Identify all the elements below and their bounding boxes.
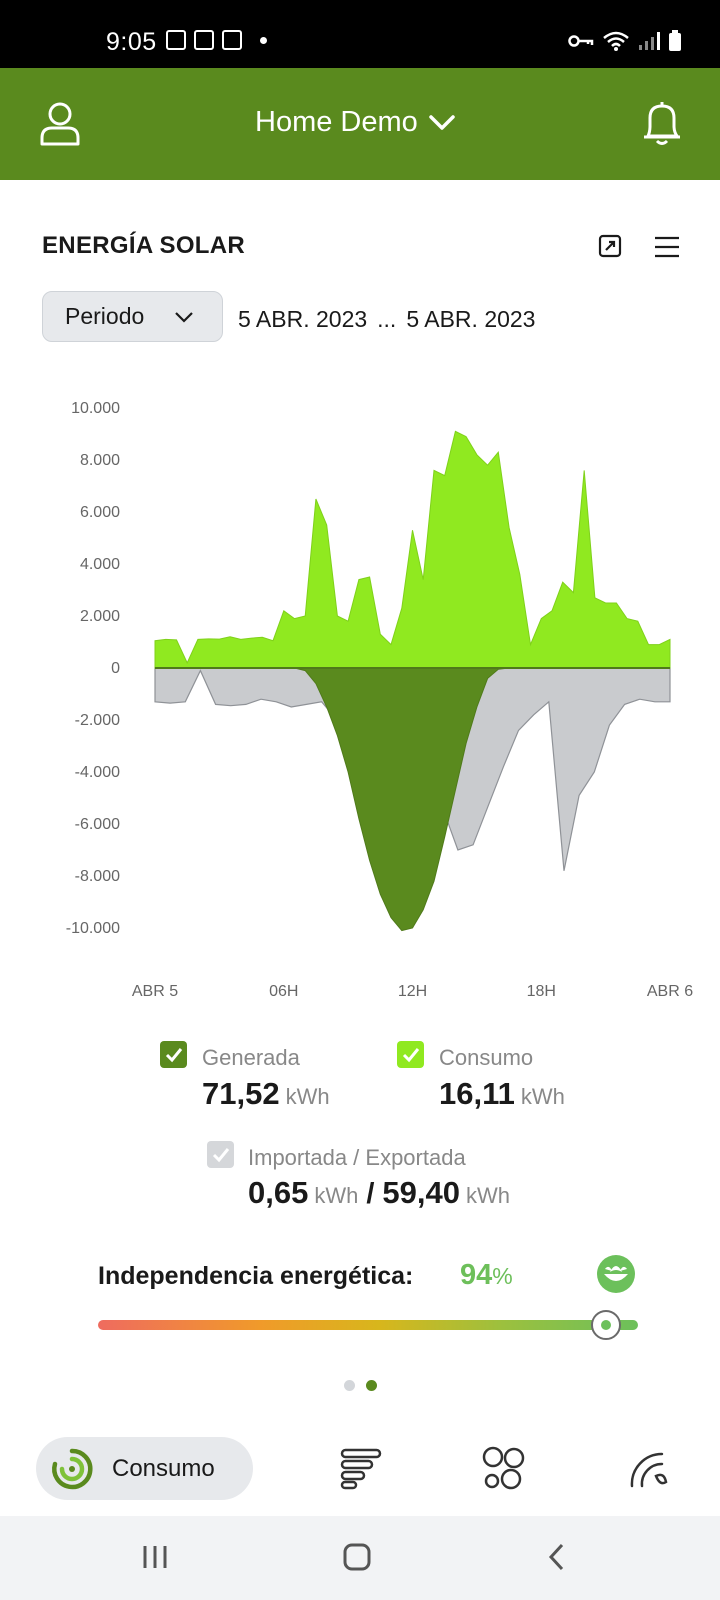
import-export-label: Importada / Exportada	[248, 1145, 466, 1170]
date-range[interactable]: 5 ABR. 2023 ... 5 ABR. 2023	[238, 306, 535, 333]
devices-circles-icon[interactable]	[482, 1446, 526, 1490]
vpn-key-icon	[568, 35, 594, 47]
import-export-separator: /	[366, 1178, 375, 1210]
nav-consumo-label: Consumo	[112, 1454, 215, 1482]
gallery-notification-icon	[166, 30, 186, 50]
series-consumo	[154, 430, 671, 669]
status-time: 9:05	[106, 28, 157, 56]
outlook-notification-icon	[194, 30, 214, 50]
signal-icon	[639, 32, 660, 50]
expand-icon[interactable]	[598, 234, 622, 258]
page-indicator	[344, 1380, 377, 1391]
back-button-icon[interactable]	[545, 1542, 569, 1572]
independence-knob	[590, 1310, 621, 1340]
x-tick-label: 12H	[398, 983, 427, 1000]
chevron-down-icon	[429, 114, 455, 130]
export-unit: kWh	[465, 1183, 510, 1208]
y-tick-label: -2.000	[75, 712, 120, 729]
generada-label: Generada	[202, 1045, 300, 1070]
y-tick-label: -10.000	[66, 920, 120, 937]
menu-icon[interactable]	[654, 236, 680, 258]
app-notification-icon	[222, 30, 242, 50]
y-tick-label: -4.000	[75, 764, 120, 781]
date-to: 5 ABR. 2023	[406, 306, 536, 332]
y-tick-label: 2.000	[80, 608, 120, 625]
x-tick-label: 06H	[269, 983, 298, 1000]
period-select[interactable]: Periodo	[42, 291, 223, 342]
y-tick-label: 6.000	[80, 504, 120, 521]
independence-label: Independencia energética:	[98, 1262, 414, 1290]
home-title: Home Demo	[255, 106, 418, 138]
consumo-checkbox[interactable]	[397, 1041, 424, 1068]
leaf-sun-icon	[597, 1255, 635, 1293]
independence-value: 94	[460, 1259, 493, 1291]
date-separator: ...	[377, 306, 397, 332]
consumo-ring-icon	[52, 1448, 93, 1489]
independence-value-row: 94%	[460, 1259, 513, 1292]
energy-chart: 10.000 8.000 6.000 4.000 2.000 0 -2.000 -4.000 -…	[66, 400, 693, 1000]
y-tick-label: 10.000	[71, 400, 120, 417]
bottom-nav: Consumo	[0, 1420, 720, 1516]
page-dot-1[interactable]	[344, 1380, 355, 1391]
independence-track	[98, 1320, 638, 1330]
import-value: 0,65	[248, 1175, 309, 1210]
import-unit: kWh	[314, 1183, 359, 1208]
app-header: Home Demo	[0, 68, 720, 180]
status-bar: 9:05	[0, 0, 720, 68]
x-tick-label: ABR 6	[647, 983, 693, 1000]
wifi-icon	[603, 31, 629, 51]
gauge-icon[interactable]	[628, 1446, 672, 1490]
page-dot-2[interactable]	[366, 1380, 377, 1391]
home-selector[interactable]: Home Demo	[255, 106, 456, 139]
y-tick-label: 0	[111, 660, 120, 677]
user-profile-icon[interactable]	[38, 100, 82, 146]
card-title: ENERGÍA SOLAR	[42, 232, 246, 259]
date-from: 5 ABR. 2023	[238, 306, 368, 332]
recent-apps-icon[interactable]	[140, 1542, 170, 1572]
consumo-unit: kWh	[520, 1084, 565, 1109]
generada-unit: kWh	[285, 1084, 330, 1109]
import-export-checkbox[interactable]	[207, 1141, 234, 1168]
battery-icon	[669, 30, 681, 51]
system-nav-bar	[0, 1516, 720, 1600]
nav-consumo[interactable]: Consumo	[36, 1437, 253, 1500]
consumo-value: 16,11	[439, 1076, 515, 1111]
generada-value-row: 71,52 kWh	[202, 1076, 330, 1112]
y-tick-label: -6.000	[75, 816, 120, 833]
generada-checkbox[interactable]	[160, 1041, 187, 1068]
home-button-icon[interactable]	[342, 1542, 372, 1572]
y-tick-label: 8.000	[80, 452, 120, 469]
independence-unit: %	[492, 1263, 513, 1289]
period-label: Periodo	[65, 303, 145, 329]
stats-bars-icon[interactable]	[340, 1446, 384, 1490]
chevron-down-icon	[175, 311, 194, 323]
consumo-value-row: 16,11 kWh	[439, 1076, 565, 1112]
import-export-value-row: 0,65 kWh/59,40 kWh	[248, 1175, 510, 1211]
notifications-bell-icon[interactable]	[640, 100, 684, 148]
x-tick-label: 18H	[527, 983, 556, 1000]
more-notifications-icon	[260, 36, 267, 44]
consumo-label: Consumo	[439, 1045, 534, 1070]
generada-value: 71,52	[202, 1076, 280, 1111]
export-value: 59,40	[382, 1175, 460, 1210]
x-tick-label: ABR 5	[132, 983, 178, 1000]
y-tick-label: -8.000	[75, 868, 120, 885]
y-tick-label: 4.000	[80, 556, 120, 573]
